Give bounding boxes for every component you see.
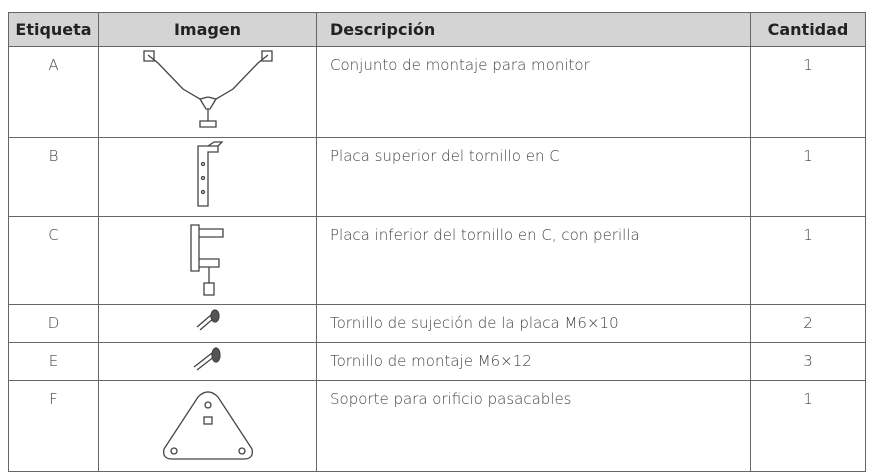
label: F [8,380,99,472]
description: Soporte para orificio pasacables [316,380,751,472]
header-cell: Descripción [316,12,751,47]
row: A Conjunto de montaje para monitor 1 [8,46,866,138]
label: E [8,342,99,381]
header-row: Etiqueta Imagen Descripción Cantidad [8,12,866,47]
image-cell [98,380,317,472]
quantity: 2 [750,304,866,343]
description: Tornillo de sujeción de la placa M6×10 [316,304,751,343]
label: D [8,304,99,343]
image-cell [98,216,317,305]
description: Placa superior del tornillo en C [316,137,751,217]
label: A [8,46,99,138]
image-cell [98,137,317,217]
monitor-mount-icon [142,50,273,128]
clamp-icon [189,224,224,296]
row: B Placa superior del tornillo en C 1 [8,137,866,217]
header-cell: Etiqueta [8,12,99,47]
screw-icon [193,347,221,371]
header-cell: Cantidad [750,12,866,47]
row: C Placa inferior del tornillo en C, con … [8,216,866,305]
label: B [8,137,99,217]
image-cell [98,46,317,138]
label: C [8,216,99,305]
quantity: 1 [750,216,866,305]
bracket-icon [162,391,253,460]
quantity: 3 [750,342,866,381]
description: Conjunto de montaje para monitor [316,46,751,138]
row: F Soporte para orificio pasacables 1 [8,380,866,472]
description: Tornillo de montaje M6×12 [316,342,751,381]
quantity: 1 [750,380,866,472]
description: Placa inferior del tornillo en C, con pe… [316,216,751,305]
header-cell: Imagen [98,12,317,47]
parts-table: Etiqueta Imagen Descripción Cantidad A C… [8,12,866,472]
row: E Tornillo de montaje M6×12 3 [8,342,866,381]
image-cell [98,342,317,381]
quantity: 1 [750,137,866,217]
upper-plate-icon [196,141,224,207]
row: D Tornillo de sujeción de la placa M6×10… [8,304,866,343]
image-cell [98,304,317,343]
quantity: 1 [750,46,866,138]
screw-icon [196,309,220,331]
